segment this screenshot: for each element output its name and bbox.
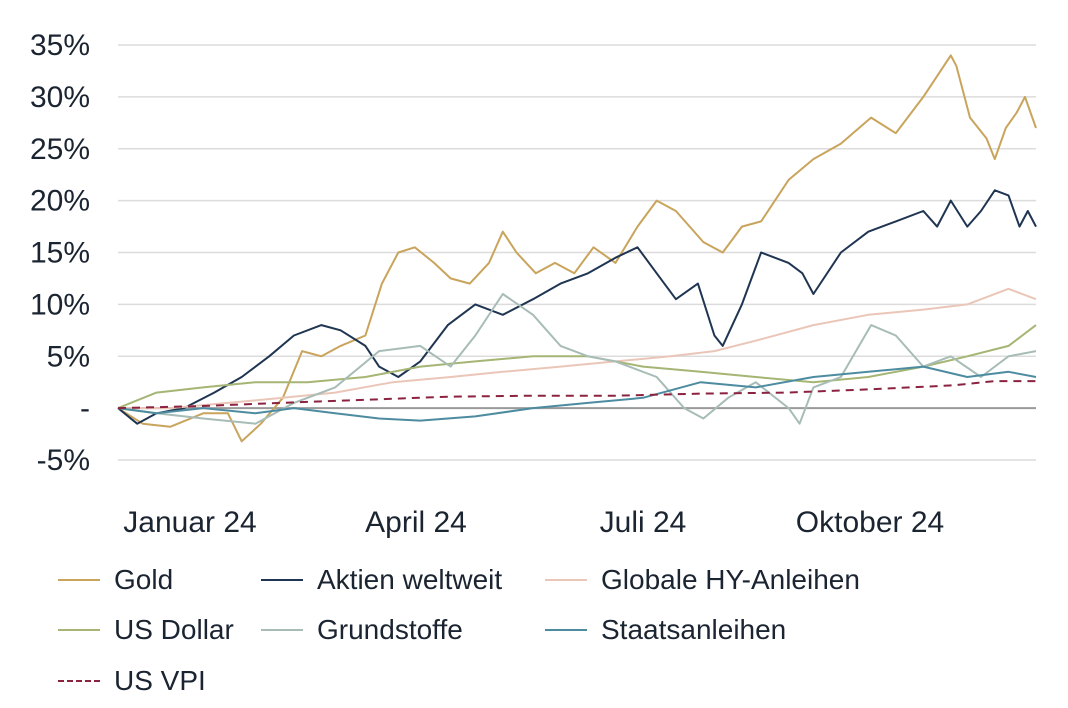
y-tick-label: 10%	[30, 288, 90, 321]
x-tick-label: April 24	[365, 506, 467, 539]
legend-label: US VPI	[114, 665, 206, 696]
legend-swatch	[58, 680, 100, 682]
legend-label: Aktien weltweit	[317, 564, 503, 595]
series-line-0	[117, 54, 1037, 443]
legend-swatch	[261, 579, 303, 581]
legend-item: Aktien weltweit	[261, 560, 502, 600]
y-tick-label: 30%	[30, 81, 90, 114]
y-tick-label: -	[80, 392, 90, 425]
y-tick-label: -5%	[37, 444, 90, 477]
legend-item: Globale HY-Anleihen	[545, 560, 860, 600]
series-line-2	[118, 287, 1037, 410]
y-axis-ticks: 35% 30% 25% 20% 15% 10% 5% - -5%	[30, 29, 90, 477]
legend-swatch	[545, 629, 587, 631]
legend-label: Globale HY-Anleihen	[601, 564, 860, 595]
legend-item: US Dollar	[58, 610, 234, 650]
x-tick-label: Oktober 24	[796, 506, 944, 539]
series-line-5	[117, 365, 1037, 422]
legend-swatch	[261, 629, 303, 631]
x-tick-label: Januar 24	[123, 506, 256, 539]
series-line-4	[117, 293, 1037, 425]
legend-swatch	[58, 629, 100, 631]
y-tick-label: 15%	[30, 237, 90, 270]
legend-label: US Dollar	[114, 614, 234, 645]
legend-swatch	[545, 579, 587, 581]
legend-swatch	[58, 579, 100, 581]
series-lines	[117, 54, 1037, 443]
legend-item: US VPI	[58, 661, 206, 701]
x-axis-ticks: Januar 24 April 24 Juli 24 Oktober 24	[123, 506, 944, 539]
legend-label: Staatsanleihen	[601, 614, 787, 645]
legend-item: Gold	[58, 560, 173, 600]
grid	[118, 44, 1036, 461]
legend-item: Staatsanleihen	[545, 610, 786, 650]
y-tick-label: 5%	[47, 340, 90, 373]
legend-label: Gold	[114, 564, 174, 595]
legend-label: Grundstoffe	[317, 614, 463, 645]
series-line-6	[117, 380, 1036, 410]
y-tick-label: 25%	[30, 133, 90, 166]
x-tick-label: Juli 24	[600, 506, 687, 539]
series-line-1	[117, 189, 1037, 425]
y-tick-label: 35%	[30, 29, 90, 62]
legend-item: Grundstoffe	[261, 610, 463, 650]
y-tick-label: 20%	[30, 185, 90, 218]
